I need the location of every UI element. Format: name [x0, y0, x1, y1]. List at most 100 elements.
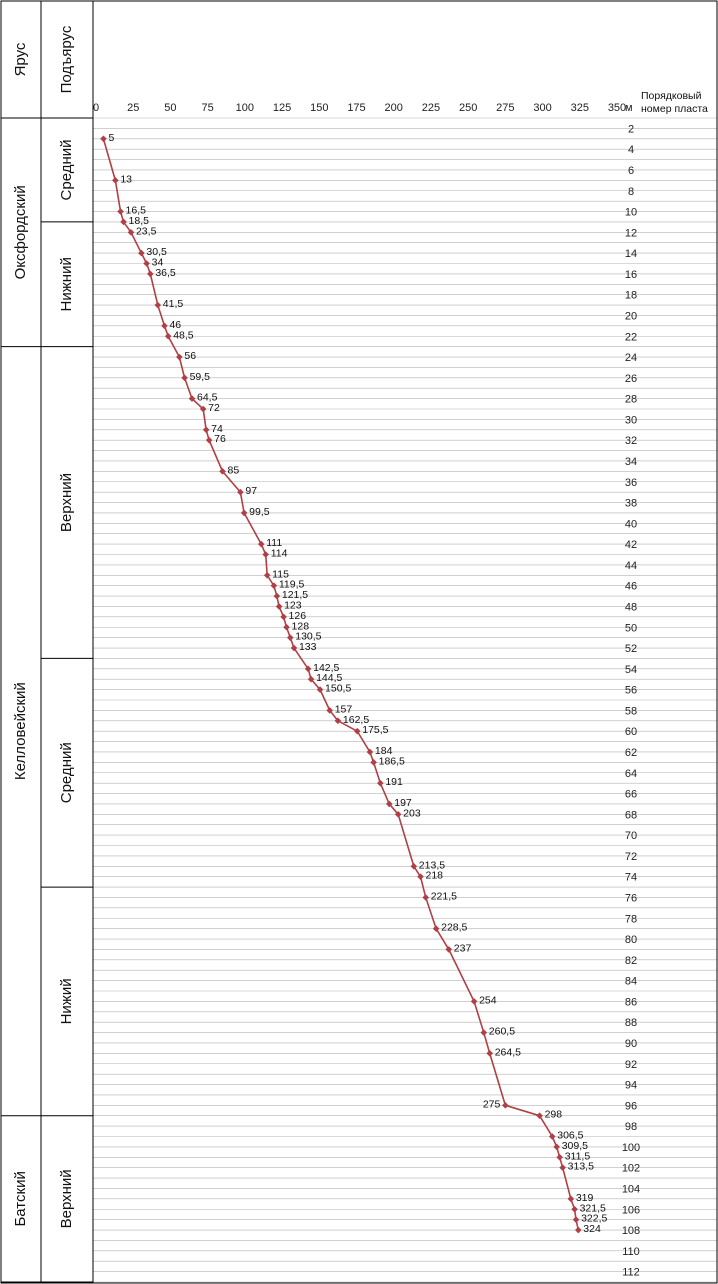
- data-label: 221,5: [431, 890, 457, 902]
- data-point: [240, 509, 248, 517]
- y-tick-label: 52: [625, 643, 637, 655]
- y-tick-label: 66: [625, 789, 637, 801]
- y-tick-label: 112: [622, 1267, 640, 1279]
- x-tick-label: 200: [385, 102, 403, 114]
- y-tick-label: 102: [622, 1163, 640, 1175]
- x-tick-label: 25: [127, 102, 139, 114]
- y-tick-label: 36: [625, 477, 637, 489]
- data-label: 324: [583, 1223, 601, 1235]
- y-tick-label: 30: [625, 414, 637, 426]
- data-label: 72: [208, 402, 220, 414]
- data-label: 34: [152, 257, 164, 269]
- data-label: 150,5: [325, 683, 351, 695]
- data-point: [385, 800, 393, 808]
- x-tick-label: 275: [496, 102, 514, 114]
- y-tick-label: 90: [625, 1038, 637, 1050]
- x-tick-label: 350: [608, 102, 626, 114]
- substage-label: Нижий: [58, 978, 75, 1024]
- data-point: [283, 623, 290, 631]
- y-tick-label: 28: [625, 394, 637, 406]
- data-label: 321,5: [580, 1202, 606, 1214]
- data-point: [117, 208, 124, 215]
- y-tick-label: 80: [625, 934, 637, 946]
- data-point: [280, 613, 287, 621]
- y-tick-label: 94: [625, 1080, 637, 1092]
- y-tick-label: 58: [625, 705, 637, 717]
- y-tick-label: 88: [625, 1017, 637, 1029]
- data-point: [120, 218, 127, 226]
- data-point: [502, 1102, 509, 1109]
- data-label: 144,5: [316, 672, 342, 684]
- x-tick-label: 125: [273, 102, 291, 114]
- data-point: [181, 374, 188, 382]
- data-point: [188, 395, 196, 402]
- data-point: [316, 686, 324, 693]
- y-tick-label: 18: [625, 290, 637, 302]
- data-point: [304, 665, 312, 673]
- y-tick-label: 4: [628, 144, 634, 156]
- data-point: [370, 759, 377, 766]
- data-label: 5: [108, 132, 114, 144]
- data-label: 130,5: [295, 631, 321, 643]
- data-point: [138, 249, 145, 257]
- data-label: 298: [545, 1109, 563, 1121]
- data-label: 46: [169, 319, 181, 331]
- data-label: 184: [375, 745, 393, 757]
- x-tick-label: 75: [202, 102, 214, 114]
- data-label: 114: [271, 548, 288, 560]
- data-point: [574, 1226, 582, 1234]
- y-axis-title: Порядковый: [641, 90, 702, 102]
- data-point: [432, 925, 440, 932]
- data-point: [205, 436, 213, 444]
- data-label: 306,5: [557, 1130, 583, 1142]
- y-tick-label: 72: [625, 851, 637, 863]
- data-point: [290, 644, 298, 652]
- data-point: [470, 998, 478, 1005]
- data-label: 275: [483, 1098, 501, 1110]
- data-point: [127, 229, 135, 236]
- data-label: 119,5: [279, 579, 305, 591]
- data-point: [422, 894, 430, 901]
- data-label: 213,5: [419, 859, 445, 871]
- y-tick-label: 96: [625, 1100, 637, 1112]
- data-label: 76: [214, 433, 226, 445]
- data-label: 56: [184, 350, 196, 362]
- x-tick-label: 325: [571, 102, 589, 114]
- y-tick-label: 48: [625, 601, 637, 613]
- data-label: 36,5: [155, 267, 176, 279]
- data-point: [536, 1112, 543, 1120]
- data-label: 97: [245, 485, 257, 497]
- y-tick-label: 78: [625, 913, 637, 925]
- data-label: 111: [266, 537, 282, 549]
- data-point: [143, 260, 150, 267]
- data-label: 99,5: [249, 506, 270, 518]
- substage-label: Средний: [58, 742, 75, 803]
- data-label: 313,5: [568, 1161, 594, 1173]
- substage-label: Средний: [58, 139, 75, 200]
- data-label: 16,5: [126, 205, 147, 217]
- data-label: 13: [120, 173, 132, 185]
- data-label: 264,5: [495, 1046, 521, 1058]
- data-point: [275, 603, 283, 610]
- y-tick-label: 92: [625, 1059, 637, 1071]
- data-point: [334, 717, 342, 725]
- y-tick-label: 68: [625, 809, 637, 821]
- data-point: [571, 1205, 578, 1213]
- data-point: [480, 1029, 488, 1036]
- stage-label: Батский: [12, 1171, 29, 1226]
- data-point: [417, 873, 424, 880]
- y-tick-label: 104: [622, 1183, 640, 1195]
- data-point: [176, 353, 183, 361]
- y-axis-title: номер пласта: [641, 103, 708, 115]
- data-point: [572, 1216, 580, 1223]
- data-label: 142,5: [313, 662, 339, 674]
- y-tick-label: 54: [625, 664, 637, 676]
- data-label: 18,5: [129, 215, 150, 227]
- data-label: 319: [576, 1192, 594, 1204]
- data-point: [445, 946, 453, 953]
- x-tick-label: 0: [93, 102, 99, 114]
- data-point: [548, 1133, 556, 1140]
- data-point: [286, 634, 294, 641]
